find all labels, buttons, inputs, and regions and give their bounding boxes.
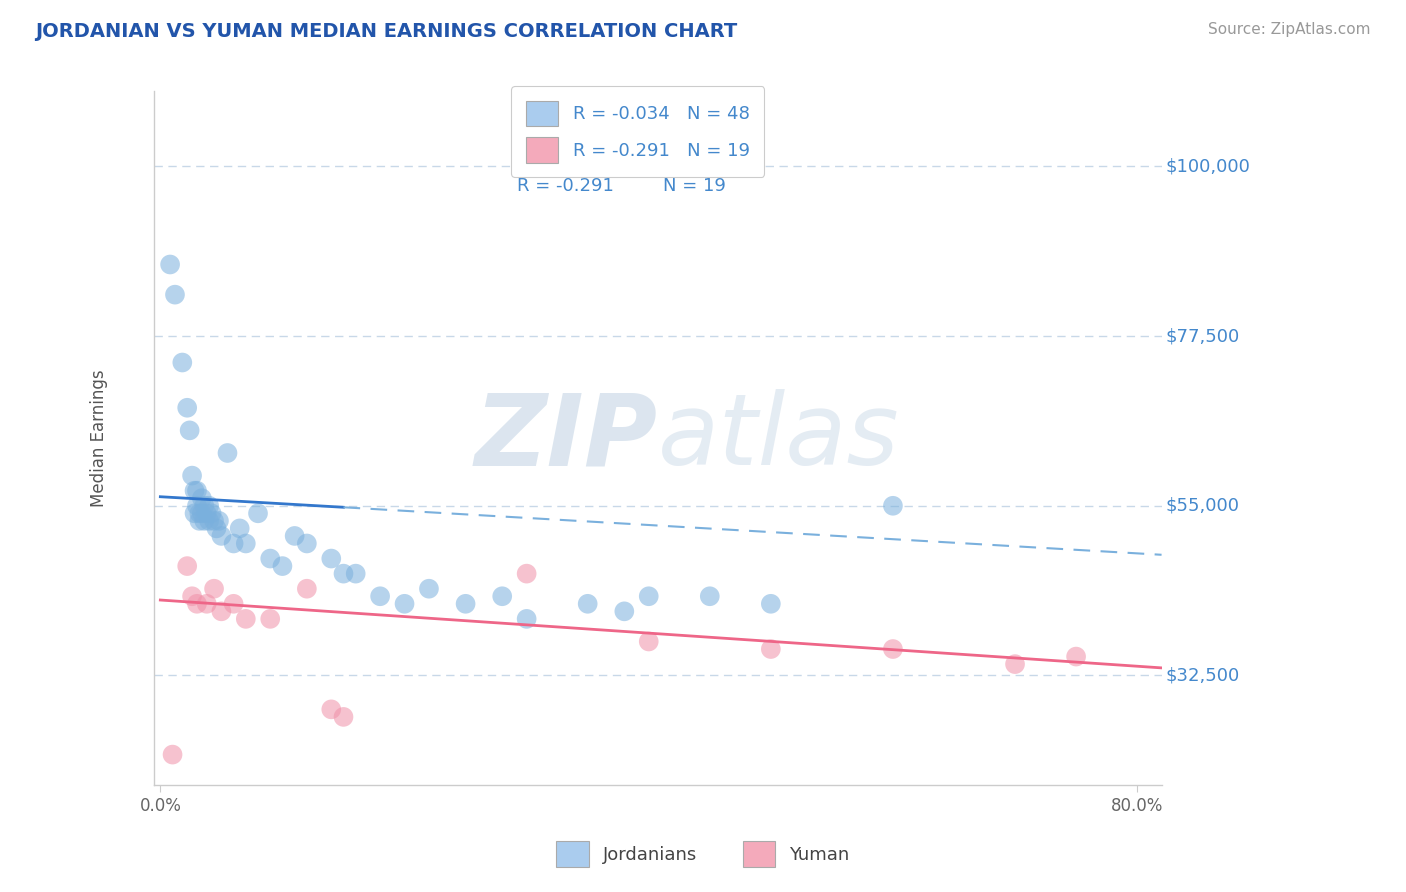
- Text: Median Earnings: Median Earnings: [90, 369, 108, 507]
- Point: [193, 514, 215, 528]
- Point: [321, 551, 343, 566]
- Point: [191, 506, 214, 520]
- Point: [576, 597, 599, 611]
- Text: N = 48: N = 48: [664, 128, 725, 145]
- Point: [195, 597, 218, 611]
- Point: [183, 506, 205, 520]
- Text: atlas: atlas: [658, 390, 900, 486]
- Point: [183, 483, 205, 498]
- Point: [181, 589, 204, 603]
- Point: [284, 529, 307, 543]
- Point: [259, 551, 281, 566]
- Point: [195, 506, 218, 520]
- Text: R = -0.291: R = -0.291: [517, 178, 614, 195]
- Point: [235, 536, 257, 550]
- Point: [295, 536, 318, 550]
- Point: [1004, 657, 1026, 672]
- Point: [201, 506, 224, 520]
- Point: [332, 566, 354, 581]
- Point: [209, 529, 232, 543]
- Point: [209, 604, 232, 618]
- Point: [181, 468, 204, 483]
- Point: [637, 589, 659, 603]
- Point: [172, 355, 194, 369]
- Point: [418, 582, 440, 596]
- Point: [176, 559, 198, 574]
- Text: $100,000: $100,000: [1166, 158, 1250, 176]
- Text: ZIP: ZIP: [475, 390, 658, 486]
- Point: [613, 604, 636, 618]
- Text: R = -0.034: R = -0.034: [517, 128, 613, 145]
- Point: [191, 491, 214, 506]
- Legend: Jordanians, Yuman: Jordanians, Yuman: [548, 834, 858, 874]
- Point: [186, 483, 208, 498]
- Point: [202, 582, 225, 596]
- Text: JORDANIAN VS YUMAN MEDIAN EARNINGS CORRELATION CHART: JORDANIAN VS YUMAN MEDIAN EARNINGS CORRE…: [35, 22, 737, 41]
- Text: $32,500: $32,500: [1166, 666, 1240, 684]
- Point: [295, 582, 318, 596]
- Point: [699, 589, 721, 603]
- Legend: R = -0.034   N = 48, R = -0.291   N = 19: R = -0.034 N = 48, R = -0.291 N = 19: [512, 87, 765, 177]
- Point: [882, 642, 904, 657]
- Point: [637, 634, 659, 648]
- Point: [159, 258, 181, 272]
- Point: [344, 566, 367, 581]
- Point: [217, 446, 239, 460]
- Point: [205, 521, 228, 535]
- Point: [222, 597, 245, 611]
- Text: $55,000: $55,000: [1166, 497, 1239, 515]
- Point: [394, 597, 416, 611]
- Point: [228, 521, 250, 535]
- Point: [454, 597, 477, 611]
- Point: [188, 506, 211, 520]
- Point: [759, 642, 782, 657]
- Point: [202, 514, 225, 528]
- Point: [198, 499, 221, 513]
- Point: [222, 536, 245, 550]
- Point: [882, 499, 904, 513]
- Text: $77,500: $77,500: [1166, 327, 1240, 345]
- Point: [163, 287, 186, 301]
- Text: N = 19: N = 19: [664, 178, 725, 195]
- Point: [1064, 649, 1087, 664]
- Point: [247, 506, 270, 520]
- Point: [259, 612, 281, 626]
- Point: [516, 612, 538, 626]
- Point: [368, 589, 391, 603]
- Point: [186, 597, 208, 611]
- Point: [332, 710, 354, 724]
- Point: [179, 423, 201, 437]
- Point: [516, 566, 538, 581]
- Text: Source: ZipAtlas.com: Source: ZipAtlas.com: [1208, 22, 1371, 37]
- Point: [271, 559, 294, 574]
- Point: [193, 499, 215, 513]
- Point: [162, 747, 184, 762]
- Point: [186, 499, 208, 513]
- Point: [321, 702, 343, 716]
- Point: [208, 514, 231, 528]
- Point: [491, 589, 513, 603]
- Point: [176, 401, 198, 415]
- Point: [188, 514, 211, 528]
- Point: [235, 612, 257, 626]
- Point: [759, 597, 782, 611]
- Point: [198, 514, 221, 528]
